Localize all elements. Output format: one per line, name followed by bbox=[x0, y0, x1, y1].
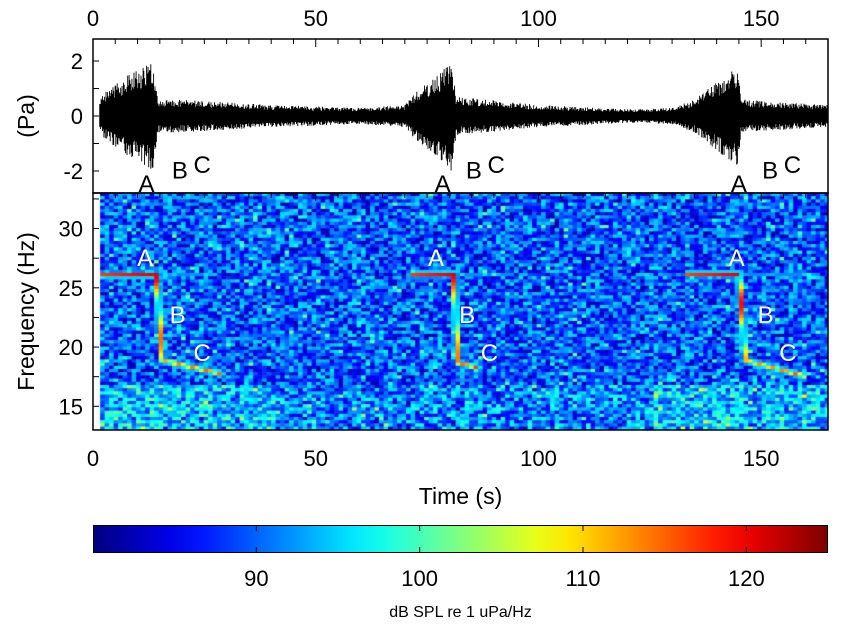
spectrogram-call-label: C bbox=[779, 340, 796, 367]
frequency-tick-label: 15 bbox=[59, 394, 83, 419]
frequency-axis-label: Frequency (Hz) bbox=[13, 232, 39, 390]
spectrogram-heatmap bbox=[93, 193, 828, 430]
time-tick-label: 50 bbox=[303, 446, 327, 471]
spectrogram-call-label: C bbox=[193, 340, 210, 367]
waveform-call-label: C bbox=[487, 152, 504, 179]
colorbar-tick-label: 90 bbox=[244, 566, 268, 591]
waveform-y-tick-label: 2 bbox=[71, 49, 83, 74]
spectrogram-axes-box bbox=[92, 192, 829, 431]
waveform-top-tick-label: 0 bbox=[87, 6, 99, 31]
waveform-call-label: A bbox=[435, 171, 451, 198]
time-tick-label: 100 bbox=[520, 446, 557, 471]
colorbar-label: dB SPL re 1 uPa/Hz bbox=[389, 604, 532, 621]
spectrogram-call-label: A bbox=[428, 245, 444, 272]
spectrogram-call-label: A bbox=[729, 245, 745, 272]
waveform-top-tick-label: 100 bbox=[520, 6, 557, 31]
frequency-tick-label: 20 bbox=[59, 335, 83, 360]
waveform-y-tick-label: -2 bbox=[63, 159, 83, 184]
time-tick-label: 150 bbox=[743, 446, 780, 471]
waveform-top-tick-label: 150 bbox=[743, 6, 780, 31]
frequency-tick-label: 25 bbox=[59, 276, 83, 301]
waveform-call-label: A bbox=[138, 171, 154, 198]
colorbar-tick-label: 120 bbox=[728, 566, 765, 591]
colorbar-tick-label: 110 bbox=[565, 566, 600, 591]
time-axis-label: Time (s) bbox=[419, 483, 502, 509]
waveform-y-label: (Pa) bbox=[13, 94, 39, 137]
spectrogram-call-label: C bbox=[481, 340, 498, 367]
spectrogram-call-label: B bbox=[758, 302, 774, 329]
colorbar-tick-label: 100 bbox=[401, 566, 438, 591]
waveform-trace bbox=[99, 64, 828, 171]
waveform-call-label: B bbox=[172, 157, 188, 184]
waveform-call-label: B bbox=[466, 157, 482, 184]
waveform-top-tick-label: 50 bbox=[303, 6, 327, 31]
colorbar bbox=[93, 525, 828, 553]
waveform-call-label: C bbox=[784, 152, 801, 179]
time-tick-label: 0 bbox=[87, 446, 99, 471]
waveform-y-tick-label: 0 bbox=[71, 104, 83, 129]
waveform-call-label: B bbox=[762, 157, 778, 184]
spectrogram-call-label: B bbox=[459, 302, 475, 329]
waveform-call-label: A bbox=[731, 171, 747, 198]
frequency-tick-label: 30 bbox=[59, 217, 83, 242]
spectrogram-call-label: A bbox=[137, 245, 153, 272]
waveform-call-label: C bbox=[193, 152, 210, 179]
spectrogram-call-label: B bbox=[170, 302, 186, 329]
